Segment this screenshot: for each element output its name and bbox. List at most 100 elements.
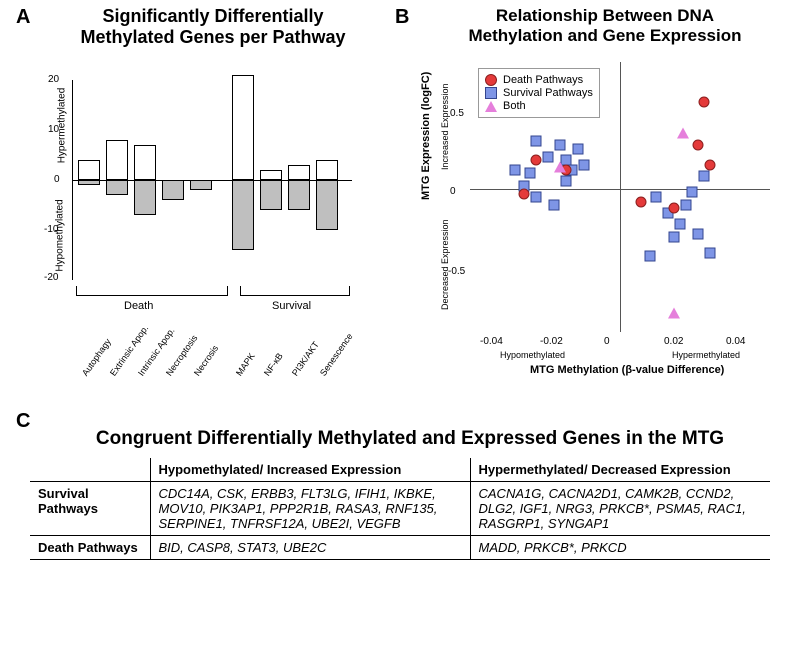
- death-point: [693, 139, 704, 150]
- ytick-20: 20: [48, 74, 59, 85]
- both-point: [677, 128, 689, 139]
- marker-circle-icon: [485, 74, 497, 86]
- panel-a-title: Significantly Differentially Methylated …: [58, 6, 368, 48]
- legend-survival-text: Survival Pathways: [503, 87, 593, 99]
- xtick-b-4: 0.04: [726, 336, 745, 347]
- marker-square-icon: [485, 87, 497, 99]
- ytick-b-0: 0: [450, 186, 456, 197]
- xtick-b-2: 0: [604, 336, 610, 347]
- bar-hypo: [232, 180, 254, 250]
- ytick-m20: -20: [44, 272, 58, 283]
- xtick-b-1: -0.02: [540, 336, 563, 347]
- both-point: [554, 161, 566, 172]
- panel-a-title-1: Significantly Differentially: [102, 6, 323, 26]
- survival-point: [561, 176, 572, 187]
- panel-b-ytitle: MTG Expression (logFC): [420, 72, 432, 200]
- both-point: [668, 307, 680, 318]
- panel-b-xtitle: MTG Methylation (β-value Difference): [530, 364, 724, 376]
- death-point: [699, 96, 710, 107]
- survival-point: [525, 168, 536, 179]
- table-corner: [30, 458, 150, 482]
- marker-triangle-icon: [485, 101, 497, 112]
- death-point: [669, 203, 680, 214]
- survival-point: [705, 247, 716, 258]
- panel-a-bars: [72, 80, 352, 280]
- ytick-b-0.5: 0.5: [450, 108, 464, 119]
- panel-b-xsub-right: Hypermethylated: [672, 350, 740, 360]
- bar-hypo: [162, 180, 184, 200]
- bar-hypo: [316, 180, 338, 230]
- cell-death-hyper: MADD, PRKCB*, PRKCD: [470, 536, 770, 560]
- bar-hyper: [316, 160, 338, 180]
- panel-a-category: NF-κB: [262, 351, 285, 378]
- cell-survival-hypo: CDC14A, CSK, ERBB3, FLT3LG, IFIH1, IKBKE…: [150, 482, 470, 536]
- panel-b-ysub-top: Increased Expression: [440, 83, 450, 170]
- group-death: Death: [124, 300, 153, 312]
- panel-b-legend: Death Pathways Survival Pathways Both: [478, 68, 600, 118]
- col-hypo: Hypomethylated/ Increased Expression: [150, 458, 470, 482]
- panel-c-title: Congruent Differentially Methylated and …: [60, 428, 760, 450]
- survival-point: [681, 199, 692, 210]
- survival-point: [687, 187, 698, 198]
- death-point: [531, 155, 542, 166]
- survival-point: [555, 139, 566, 150]
- panel-a-category: Senescence: [318, 331, 355, 377]
- survival-point: [645, 250, 656, 261]
- bar-hyper: [288, 165, 310, 180]
- scatter-hline: [470, 189, 770, 190]
- bar-hyper: [232, 75, 254, 180]
- bar-hypo: [106, 180, 128, 195]
- bar-hypo: [260, 180, 282, 210]
- bar-hypo: [78, 180, 100, 185]
- panel-b-title-2: Methylation and Gene Expression: [468, 26, 741, 45]
- bar-hyper: [134, 145, 156, 180]
- group-survival: Survival: [272, 300, 311, 312]
- survival-point: [549, 199, 560, 210]
- panel-c-table: Hypomethylated/ Increased Expression Hyp…: [30, 458, 770, 560]
- panel-b-title: Relationship Between DNA Methylation and…: [415, 6, 795, 46]
- bar-hypo: [134, 180, 156, 215]
- xtick-b-3: 0.02: [664, 336, 683, 347]
- row-death-head: Death Pathways: [30, 536, 150, 560]
- survival-point: [675, 219, 686, 230]
- cell-survival-hyper: CACNA1G, CACNA2D1, CAMK2B, CCND2, DLG2, …: [470, 482, 770, 536]
- ytick-b-m0.5: -0.5: [448, 266, 465, 277]
- survival-point: [669, 231, 680, 242]
- panel-b-xsub-left: Hypomethylated: [500, 350, 565, 360]
- survival-point: [531, 192, 542, 203]
- survival-point: [531, 136, 542, 147]
- bar-hypo: [190, 180, 212, 190]
- scatter-vline: [620, 62, 621, 332]
- death-point: [705, 160, 716, 171]
- legend-both-text: Both: [503, 100, 526, 112]
- panel-a-category: PI3K/AKT: [290, 340, 321, 378]
- death-point: [636, 196, 647, 207]
- bar-hyper: [106, 140, 128, 180]
- survival-point: [693, 228, 704, 239]
- bracket-survival: [240, 286, 350, 296]
- survival-point: [651, 192, 662, 203]
- panel-b-ysub-bottom: Decreased Expression: [440, 219, 450, 310]
- panel-a-category: Necrosis: [192, 343, 220, 377]
- xtick-b-0: -0.04: [480, 336, 503, 347]
- ytick-0: 0: [54, 174, 60, 185]
- legend-survival: Survival Pathways: [485, 87, 593, 99]
- survival-point: [579, 160, 590, 171]
- panel-c-label: C: [16, 410, 30, 433]
- panel-a-hyper-label: Hypermethylated: [56, 88, 67, 164]
- panel-b-title-1: Relationship Between DNA: [496, 6, 714, 25]
- bracket-death: [76, 286, 228, 296]
- panel-a-title-2: Methylated Genes per Pathway: [80, 27, 345, 47]
- cell-death-hypo: BID, CASP8, STAT3, UBE2C: [150, 536, 470, 560]
- legend-both: Both: [485, 100, 593, 112]
- bar-hyper: [78, 160, 100, 180]
- legend-death: Death Pathways: [485, 74, 593, 86]
- death-point: [519, 188, 530, 199]
- survival-point: [699, 171, 710, 182]
- col-hyper: Hypermethylated/ Decreased Expression: [470, 458, 770, 482]
- bar-hypo: [288, 180, 310, 210]
- bar-hyper: [260, 170, 282, 180]
- survival-point: [573, 144, 584, 155]
- survival-point: [510, 165, 521, 176]
- row-survival-head: Survival Pathways: [30, 482, 150, 536]
